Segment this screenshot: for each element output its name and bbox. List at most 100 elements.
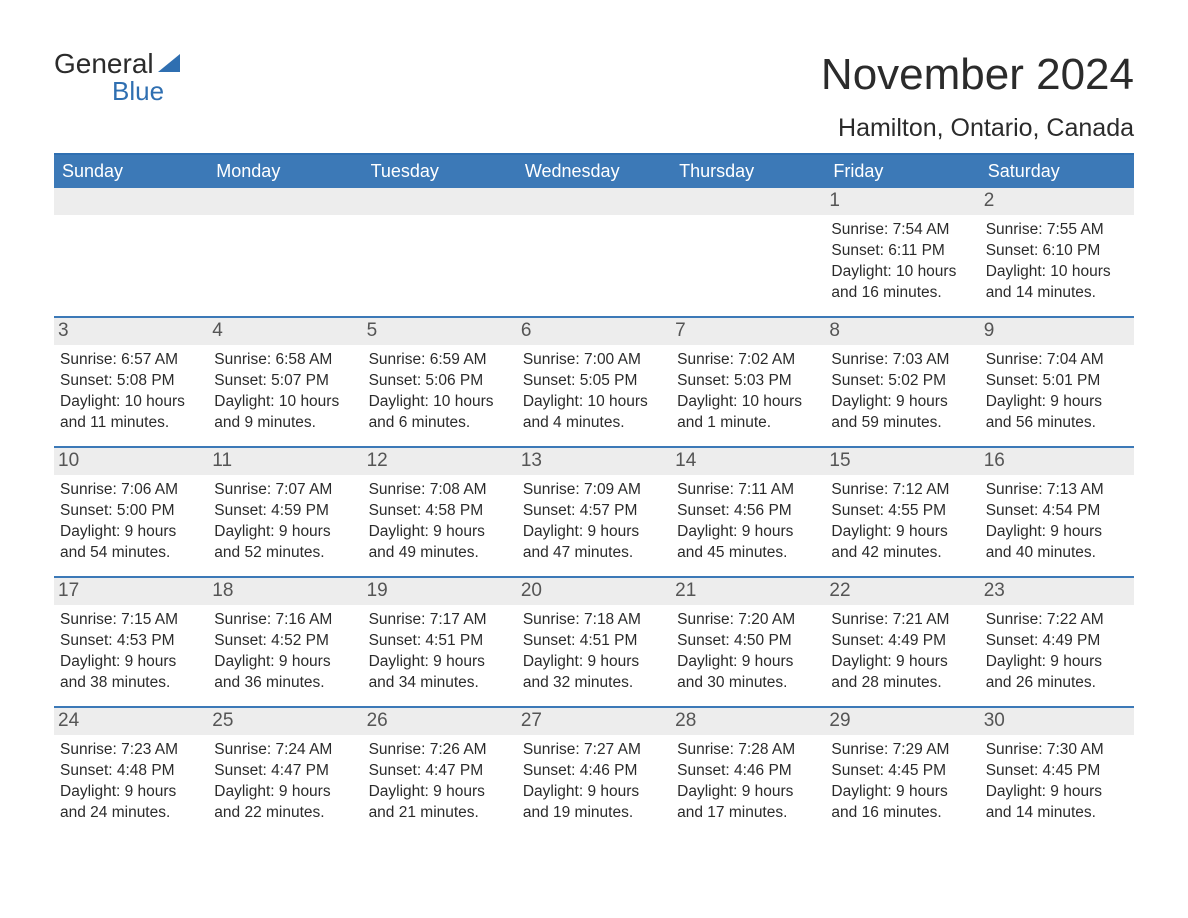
sunset-line: Sunset: 5:08 PM [60,372,175,389]
calendar-day: 22Sunrise: 7:21 AMSunset: 4:49 PMDayligh… [825,578,979,706]
calendar-day: 10Sunrise: 7:06 AMSunset: 5:00 PMDayligh… [54,448,208,576]
calendar-day: 29 Sunrise: 7:29 AMSunset: 4:45 PMDayligh… [825,708,979,836]
calendar-day: 16Sunrise: 7:13 AMSunset: 4:54 PMDayligh… [980,448,1134,576]
daylight-line: Daylight: 9 hours and 36 minutes. [214,653,330,691]
sunset-line: Sunset: 5:01 PM [986,372,1101,389]
day-details: Sunrise: 6:58 AMSunset: 5:07 PMDaylight:… [214,350,356,434]
day-details: Sunrise: 7:02 AM Sunset: 5:03 PM Daylight:… [677,350,819,434]
day-number: 8 [825,318,979,345]
day-number: 18 [208,578,362,605]
sunset-line: Sunset: 5:06 PM [369,372,484,389]
sunset-line: Sunset: 4:51 PM [523,632,638,649]
daylight-line: Daylight: 10 hours and 1 minute. [677,393,802,431]
sunrise-line: Sunrise: 7:18 AM [523,611,641,628]
sunrise-line: Sunrise: 7:23 AM [60,741,178,758]
calendar-day: 24Sunrise: 7:23 AMSunset: 4:48 PMDayligh… [54,708,208,836]
sunrise-line: Sunrise: 7:16 AM [214,611,332,628]
day-details: Sunrise: 7:20 AMSunset: 4:50 PMDaylight:… [677,610,819,694]
sunrise-line: Sunrise: 7:24 AM [214,741,332,758]
day-number [363,188,517,215]
calendar-day: 6 Sunrise: 7:00 AMSunset: 5:05 PMDaylight… [517,318,671,446]
sunrise-line: Sunrise: 7:11 AM [677,481,794,498]
calendar-day [671,188,825,316]
day-number: 9 [980,318,1134,345]
weekday-header: Wednesday [517,155,671,188]
sunset-line: Sunset: 4:58 PM [369,502,484,519]
daylight-line: Daylight: 9 hours and 17 minutes. [677,783,793,821]
daylight-line: Daylight: 9 hours and 45 minutes. [677,523,793,561]
logo-triangle-icon [158,54,180,72]
location-subtitle: Hamilton, Ontario, Canada [821,114,1134,143]
weekday-header: Friday [825,155,979,188]
sunrise-line: Sunrise: 7:12 AM [831,481,949,498]
daylight-line: Daylight: 9 hours and 49 minutes. [369,523,485,561]
day-details: Sunrise: 7:29 AMSunset: 4:45 PMDaylight:… [831,740,973,824]
sunset-line: Sunset: 4:51 PM [369,632,484,649]
sunset-line: Sunset: 4:49 PM [831,632,946,649]
calendar-day: 25Sunrise: 7:24 AMSunset: 4:47 PMDayligh… [208,708,362,836]
day-number: 25 [208,708,362,735]
sunset-line: Sunset: 4:45 PM [831,762,946,779]
calendar-day: 26 Sunrise: 7:26 AMSunset: 4:47 PMDayligh… [363,708,517,836]
weekday-header: Monday [208,155,362,188]
sunset-line: Sunset: 4:54 PM [986,502,1101,519]
calendar-day: 3Sunrise: 6:57 AMSunset: 5:08 PMDaylight… [54,318,208,446]
day-number: 6 [517,318,671,345]
calendar-day: 13Sunrise: 7:09 AMSunset: 4:57 PMDayligh… [517,448,671,576]
calendar-day: 19Sunrise: 7:17 AMSunset: 4:51 PMDayligh… [363,578,517,706]
day-details: Sunrise: 7:26 AMSunset: 4:47 PMDaylight:… [369,740,511,824]
day-number: 26 [363,708,517,735]
daylight-line: Daylight: 9 hours and 54 minutes. [60,523,176,561]
calendar-week: 10Sunrise: 7:06 AMSunset: 5:00 PMDayligh… [54,446,1134,576]
sunset-line: Sunset: 4:52 PM [214,632,329,649]
daylight-line: Daylight: 9 hours and 38 minutes. [60,653,176,691]
calendar-week: 1Sunrise: 7:54 AMSunset: 6:11 PMDaylight… [54,188,1134,316]
day-number: 15 [825,448,979,475]
daylight-line: Daylight: 9 hours and 40 minutes. [986,523,1102,561]
daylight-line: Daylight: 10 hours and 9 minutes. [214,393,339,431]
sunset-line: Sunset: 5:02 PM [831,372,946,389]
day-number: 28 [671,708,825,735]
calendar-day: 2Sunrise: 7:55 AMSunset: 6:10 PMDaylight… [980,188,1134,316]
daylight-line: Daylight: 9 hours and 47 minutes. [523,523,639,561]
sunrise-line: Sunrise: 7:28 AM [677,741,795,758]
calendar-day: 18 Sunrise: 7:16 AM Sunset: 4:52 PM Dayligh… [208,578,362,706]
sunset-line: Sunset: 5:05 PM [523,372,638,389]
sunset-line: Sunset: 4:47 PM [214,762,329,779]
sunset-line: Sunset: 4:50 PM [677,632,792,649]
title-block: November 2024 Hamilton, Ontario, Canada [821,50,1134,143]
calendar-day: 15Sunrise: 7:12 AMSunset: 4:55 PMDayligh… [825,448,979,576]
day-number: 24 [54,708,208,735]
day-details: Sunrise: 6:57 AMSunset: 5:08 PMDaylight:… [60,350,202,434]
sunrise-line: Sunrise: 6:57 AM [60,351,178,368]
sunset-line: Sunset: 6:11 PM [831,242,944,259]
day-details: Sunrise: 7:55 AMSunset: 6:10 PMDaylight:… [986,220,1128,304]
sunrise-line: Sunrise: 7:55 AM [986,221,1104,238]
day-details: Sunrise: 7:00 AMSunset: 5:05 PMDaylight:… [523,350,665,434]
day-number: 11 [208,448,362,475]
day-details: Sunrise: 7:22 AMSunset: 4:49 PMDaylight:… [986,610,1128,694]
day-number: 30 [980,708,1134,735]
daylight-line: Daylight: 10 hours and 14 minutes. [986,263,1111,301]
sunrise-line: Sunrise: 7:02 AM [677,351,795,368]
sunset-line: Sunset: 4:46 PM [677,762,792,779]
day-details: Sunrise: 7:03 AMSunset: 5:02 PMDaylight:… [831,350,973,434]
calendar-day [363,188,517,316]
sunrise-line: Sunrise: 7:30 AM [986,741,1104,758]
calendar-day: 1Sunrise: 7:54 AMSunset: 6:11 PMDaylight… [825,188,979,316]
day-number: 17 [54,578,208,605]
day-number [208,188,362,215]
day-details: Sunrise: 7:07 AMSunset: 4:59 PMDaylight:… [214,480,356,564]
sunrise-line: Sunrise: 7:04 AM [986,351,1104,368]
sunset-line: Sunset: 5:03 PM [677,372,792,389]
day-details: Sunrise: 7:08 AMSunset: 4:58 PMDaylight:… [369,480,511,564]
day-number: 29 [825,708,979,735]
sunrise-line: Sunrise: 7:15 AM [60,611,178,628]
calendar-day: 5Sunrise: 6:59 AMSunset: 5:06 PMDaylight… [363,318,517,446]
daylight-line: Daylight: 9 hours and 59 minutes. [831,393,947,431]
day-number: 13 [517,448,671,475]
sunset-line: Sunset: 4:55 PM [831,502,946,519]
calendar-week: 3Sunrise: 6:57 AMSunset: 5:08 PMDaylight… [54,316,1134,446]
day-details: Sunrise: 7:27 AMSunset: 4:46 PMDaylight:… [523,740,665,824]
weekday-header: Saturday [980,155,1134,188]
